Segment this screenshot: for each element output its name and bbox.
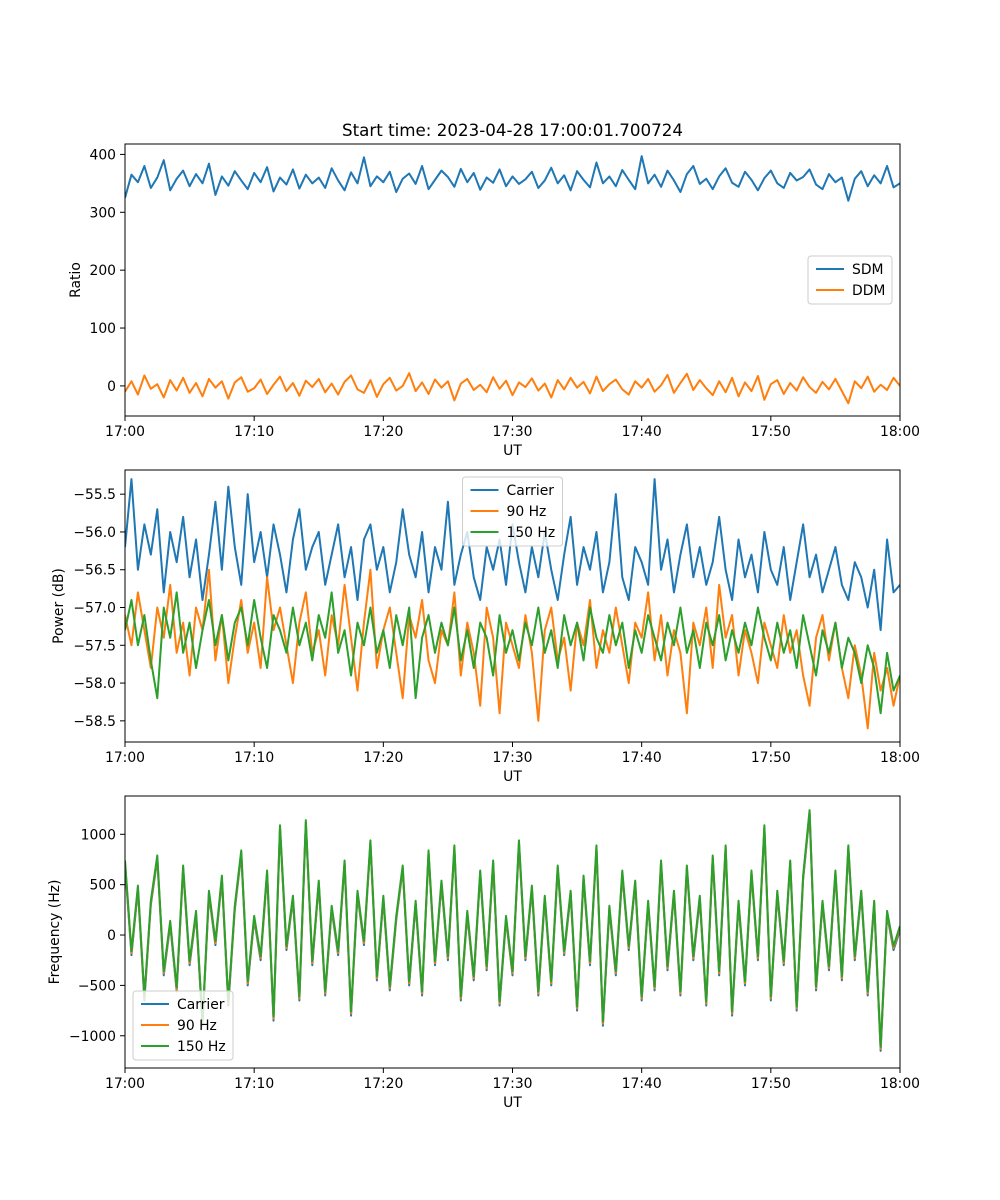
y-tick-label: 0 [107,928,116,944]
series-line-150-hz [125,809,900,1048]
series-lines [125,155,900,405]
y-axis-label: Frequency (Hz) [47,880,63,985]
legend-label: SDM [852,262,884,278]
x-tick-label: 17:30 [492,424,532,440]
x-axis-label: UT [503,1095,522,1111]
x-tick-label: 18:00 [880,424,920,440]
subplot-panels: 17:00 17:10 17:20 17:30 17:40 17:50 18:00 0 100 2… [47,143,920,1111]
x-tick-label: 17:10 [234,750,274,766]
y-tick-label: −57.0 [73,601,116,617]
subplot-2: 17:00 17:10 17:20 17:30 17:40 17:50 18:00 −58.5… [51,469,920,785]
series-line-sdm [125,155,900,202]
x-tick-label: 17:20 [363,750,403,766]
x-tick-label: 17:20 [363,424,403,440]
x-tick-label: 18:00 [880,1076,920,1092]
y-tick-label: −58.5 [73,714,116,730]
x-tick-label: 17:40 [622,1076,662,1092]
legend: Carrier 90 Hz 150 Hz [132,990,234,1061]
legend-label: 90 Hz [177,1018,217,1034]
y-tick-label: −500 [78,978,116,994]
figure-title: Start time: 2023-04-28 17:00:01.700724 [342,120,683,140]
y-tick-label: 100 [89,321,116,337]
legend-label: Carrier [507,483,555,499]
y-tick-label: −57.5 [73,638,116,654]
legend-label: Carrier [177,997,225,1013]
legend-box [132,990,234,1061]
series-lines [125,809,900,1052]
y-tick-label: 400 [89,147,116,163]
subplot-3: 17:00 17:10 17:20 17:30 17:40 17:50 18:00 −1000… [47,795,920,1111]
y-tick-label: 500 [89,878,116,894]
x-tick-label: 17:50 [751,424,791,440]
series-line-150-hz [125,591,900,715]
x-tick-label: 17:20 [363,1076,403,1092]
legend-label: DDM [852,283,885,299]
x-tick-label: 17:10 [234,424,274,440]
x-tick-label: 17:40 [622,424,662,440]
x-axis-label: UT [503,769,522,785]
y-tick-label: 1000 [81,827,116,843]
y-tick-label: 200 [89,263,116,279]
y-tick-label: −58.0 [73,676,116,692]
y-tick-label: 0 [107,379,116,395]
y-axis-label: Power (dB) [51,568,67,644]
series-line-90-hz [125,568,900,730]
x-tick-label: 17:30 [492,750,532,766]
series-line-ddm [125,372,900,405]
legend: Carrier 90 Hz 150 Hz [462,476,563,547]
x-tick-label: 17:30 [492,1076,532,1092]
x-tick-label: 18:00 [880,750,920,766]
x-tick-label: 17:00 [105,1076,145,1092]
legend-label: 90 Hz [507,504,547,520]
legend-label: 150 Hz [507,525,556,541]
y-tick-label: −1000 [69,1029,116,1045]
subplot-1: 17:00 17:10 17:20 17:30 17:40 17:50 18:00 0 100 2… [68,143,920,459]
x-tick-label: 17:00 [105,424,145,440]
y-tick-label: −56.5 [73,563,116,579]
y-tick-label: −56.0 [73,525,116,541]
x-tick-label: 17:50 [751,750,791,766]
x-axis-label: UT [503,443,522,459]
x-tick-label: 17:00 [105,750,145,766]
legend-label: 150 Hz [177,1039,226,1055]
y-tick-label: 300 [89,205,116,221]
legend-box [462,476,563,547]
x-tick-label: 17:10 [234,1076,274,1092]
y-axis-label: Ratio [68,262,84,298]
x-tick-label: 17:40 [622,750,662,766]
legend: SDM DDM [807,255,893,305]
x-tick-label: 17:50 [751,1076,791,1092]
y-tick-label: −55.5 [73,487,116,503]
